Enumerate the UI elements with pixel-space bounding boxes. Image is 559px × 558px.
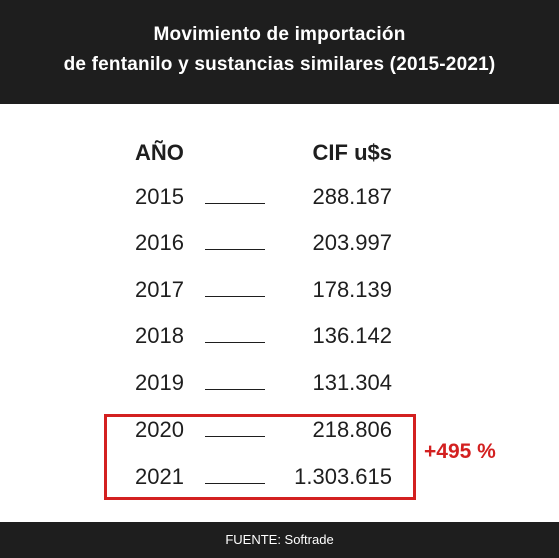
cif-value-cell: 1.303.615 — [294, 464, 392, 489]
highlight-box — [104, 414, 416, 500]
table-row: 2018 136.142 — [0, 323, 559, 353]
leader-line — [205, 249, 265, 250]
table-row: 2021 1.303.615 — [0, 464, 559, 494]
cif-value-cell: 203.997 — [312, 230, 392, 255]
year-cell: 2021 — [135, 464, 184, 489]
leader-line — [205, 436, 265, 437]
cif-value-cell: 131.304 — [312, 370, 392, 395]
year-cell: 2019 — [135, 370, 184, 395]
leader-line — [205, 389, 265, 390]
table-row: 2019 131.304 — [0, 370, 559, 400]
table-row: 2015 288.187 — [0, 184, 559, 214]
year-cell: 2020 — [135, 417, 184, 442]
table-row: 2016 203.997 — [0, 230, 559, 260]
table-row: 2017 178.139 — [0, 277, 559, 307]
table-row: 2020 218.806 — [0, 417, 559, 447]
leader-line — [205, 203, 265, 204]
cif-value-cell: 136.142 — [312, 323, 392, 348]
leader-line — [205, 342, 265, 343]
table-panel: AÑO CIF u$s 2015 288.187 2016 203.997 20… — [0, 104, 559, 522]
cif-value-cell: 218.806 — [312, 417, 392, 442]
title-line-2: de fentanilo y sustancias similares (201… — [63, 54, 496, 75]
column-header-cif: CIF u$s — [312, 140, 392, 165]
footer-source: FUENTE: Softrade — [0, 522, 559, 558]
header: Movimiento de importación de fentanilo y… — [0, 0, 559, 104]
column-header-year: AÑO — [135, 140, 184, 165]
year-cell: 2015 — [135, 184, 184, 209]
leader-line — [205, 296, 265, 297]
cif-value-cell: 288.187 — [312, 184, 392, 209]
year-cell: 2017 — [135, 277, 184, 302]
growth-annotation: +495 % — [424, 440, 496, 463]
title-line-1: Movimiento de importación — [153, 24, 406, 45]
leader-line — [205, 483, 265, 484]
year-cell: 2018 — [135, 323, 184, 348]
cif-value-cell: 178.139 — [312, 277, 392, 302]
year-cell: 2016 — [135, 230, 184, 255]
